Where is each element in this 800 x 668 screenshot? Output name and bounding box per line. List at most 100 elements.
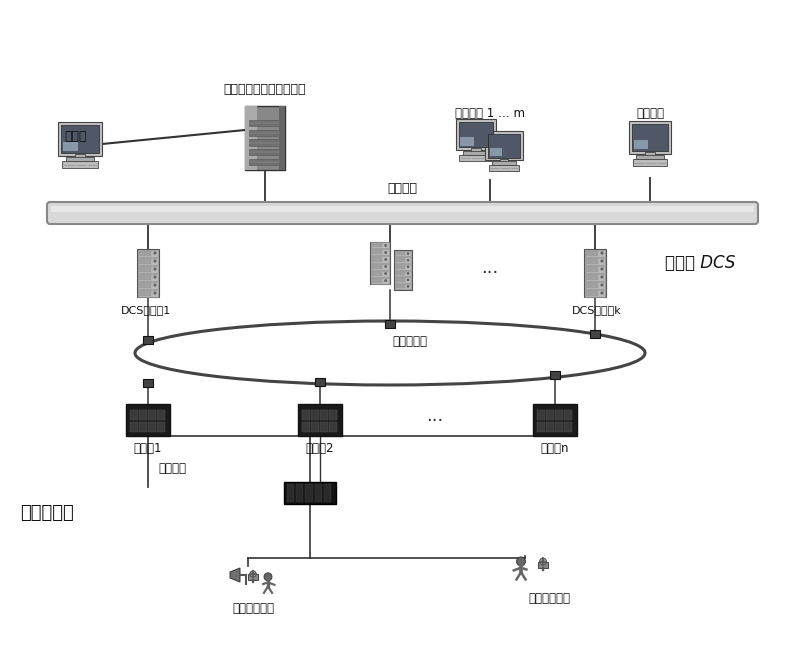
FancyBboxPatch shape [249,158,281,165]
FancyBboxPatch shape [139,283,150,287]
FancyBboxPatch shape [138,250,158,257]
FancyBboxPatch shape [139,409,146,420]
FancyBboxPatch shape [385,320,395,328]
FancyBboxPatch shape [320,422,327,432]
FancyBboxPatch shape [585,265,605,273]
FancyBboxPatch shape [314,377,326,386]
FancyBboxPatch shape [324,484,331,502]
FancyBboxPatch shape [298,404,342,436]
FancyBboxPatch shape [248,574,258,580]
Circle shape [407,279,409,281]
FancyBboxPatch shape [395,250,411,257]
FancyBboxPatch shape [246,106,285,170]
FancyBboxPatch shape [537,422,545,432]
FancyBboxPatch shape [47,202,758,224]
FancyBboxPatch shape [395,277,411,283]
FancyBboxPatch shape [296,484,303,502]
FancyBboxPatch shape [306,484,313,502]
FancyBboxPatch shape [590,329,600,338]
FancyBboxPatch shape [395,257,411,263]
FancyBboxPatch shape [126,404,170,436]
FancyBboxPatch shape [75,154,85,158]
FancyBboxPatch shape [633,159,667,166]
Circle shape [407,266,409,268]
FancyBboxPatch shape [370,242,390,284]
FancyBboxPatch shape [564,409,571,420]
Circle shape [601,252,603,255]
Text: 纸机干燥部: 纸机干燥部 [20,504,74,522]
FancyBboxPatch shape [586,275,598,279]
FancyBboxPatch shape [533,404,577,436]
Circle shape [539,558,546,565]
FancyBboxPatch shape [138,281,158,289]
FancyBboxPatch shape [148,409,155,420]
Circle shape [154,292,156,294]
FancyBboxPatch shape [396,252,405,255]
FancyBboxPatch shape [489,164,519,170]
FancyBboxPatch shape [130,409,138,420]
FancyBboxPatch shape [371,257,389,263]
Text: ...: ... [482,259,498,277]
FancyBboxPatch shape [138,257,158,265]
FancyBboxPatch shape [139,250,150,255]
FancyBboxPatch shape [139,275,150,279]
Text: 现场总线: 现场总线 [158,462,186,475]
FancyBboxPatch shape [490,148,502,156]
FancyBboxPatch shape [500,158,508,162]
FancyBboxPatch shape [395,264,411,269]
FancyBboxPatch shape [51,206,754,212]
FancyBboxPatch shape [586,291,598,295]
FancyBboxPatch shape [372,265,382,269]
FancyBboxPatch shape [142,379,154,387]
FancyBboxPatch shape [372,257,382,261]
FancyBboxPatch shape [546,409,554,420]
FancyBboxPatch shape [311,422,318,432]
FancyBboxPatch shape [329,422,337,432]
Circle shape [154,252,156,255]
FancyBboxPatch shape [320,409,327,420]
FancyBboxPatch shape [372,250,382,255]
Circle shape [385,251,386,253]
Text: DCS服务器k: DCS服务器k [572,305,622,315]
FancyBboxPatch shape [486,132,522,160]
FancyBboxPatch shape [631,124,669,151]
FancyBboxPatch shape [329,409,337,420]
Circle shape [250,570,256,577]
FancyBboxPatch shape [637,155,663,159]
FancyBboxPatch shape [249,140,281,146]
FancyBboxPatch shape [586,259,598,263]
FancyBboxPatch shape [546,422,554,432]
FancyBboxPatch shape [550,371,560,379]
FancyBboxPatch shape [63,142,78,151]
FancyBboxPatch shape [138,265,158,273]
FancyBboxPatch shape [139,291,150,295]
FancyBboxPatch shape [138,273,158,281]
Circle shape [385,259,386,261]
FancyBboxPatch shape [456,119,496,150]
FancyBboxPatch shape [137,249,159,297]
Circle shape [601,260,603,263]
FancyBboxPatch shape [371,263,389,270]
Circle shape [407,273,409,275]
FancyBboxPatch shape [488,134,520,158]
FancyBboxPatch shape [371,249,389,255]
FancyBboxPatch shape [61,125,99,153]
FancyBboxPatch shape [58,122,102,156]
Text: 控制器n: 控制器n [541,442,570,455]
FancyBboxPatch shape [311,409,318,420]
FancyBboxPatch shape [460,138,474,146]
FancyBboxPatch shape [287,484,294,502]
FancyBboxPatch shape [396,265,405,269]
FancyBboxPatch shape [585,289,605,297]
Circle shape [264,572,272,580]
FancyBboxPatch shape [585,250,605,257]
FancyBboxPatch shape [278,106,285,170]
FancyBboxPatch shape [537,409,545,420]
FancyBboxPatch shape [395,284,411,289]
FancyBboxPatch shape [492,161,516,164]
FancyBboxPatch shape [148,422,155,432]
FancyBboxPatch shape [284,482,336,504]
Circle shape [517,557,526,566]
Circle shape [407,285,409,287]
FancyBboxPatch shape [629,121,671,154]
